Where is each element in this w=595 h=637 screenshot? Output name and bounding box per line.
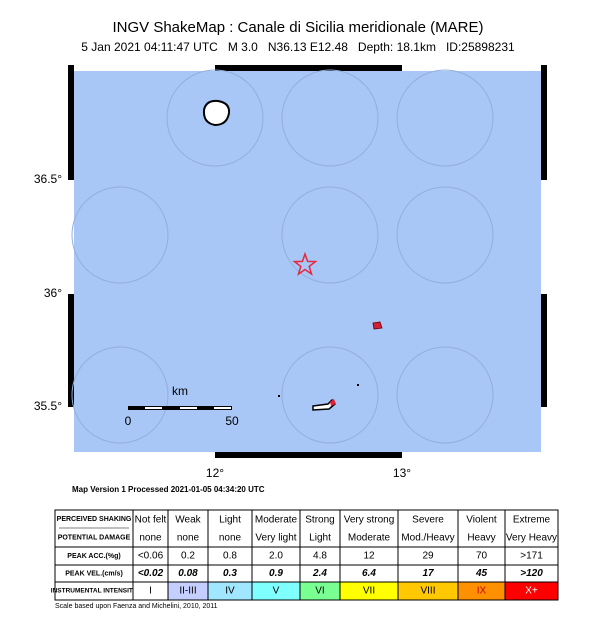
- axis-labels: 36.5° 36° 35.5° 12° 13°: [34, 172, 411, 480]
- cell-text: none: [177, 533, 200, 544]
- cell-text: 45: [475, 568, 488, 579]
- intensity-label: VII: [363, 586, 375, 597]
- intensity-label: II-III: [179, 586, 196, 597]
- table-cell: [504, 509, 559, 548]
- row-header: INSTRUMENTAL INTENSITY: [51, 588, 138, 595]
- lat-label: 35.5°: [34, 399, 62, 413]
- row-header: PEAK VEL.(cm/s): [65, 570, 123, 577]
- cell-text: 0.2: [181, 551, 195, 562]
- intensity-label: X+: [525, 586, 538, 597]
- cell-text: none: [139, 533, 162, 544]
- intensity-label: I: [149, 586, 152, 597]
- table-cell: [457, 509, 506, 548]
- cell-text: 12: [363, 551, 375, 562]
- lampione-island: [357, 384, 359, 386]
- subtitle: 5 Jan 2021 04:11:47 UTC M 3.0 N36.13 E12…: [81, 40, 515, 54]
- scale-segment: [180, 407, 197, 409]
- cell-text: 4.8: [313, 551, 327, 562]
- cell-text: Very strong: [344, 515, 395, 526]
- watermark: [71, 69, 494, 444]
- intensity-label: V: [273, 586, 280, 597]
- cell-text: Very Heavy: [506, 533, 557, 544]
- intensity-label: VIII: [420, 586, 435, 597]
- intensity-label: VI: [315, 586, 324, 597]
- lat-label: 36°: [44, 286, 62, 300]
- cell-text: 0.8: [223, 551, 237, 562]
- row-header: PERCEIVED SHAKING: [57, 516, 132, 523]
- intensity-table: PERCEIVED SHAKING POTENTIAL DAMAGE PEAK AC…: [51, 509, 559, 601]
- table-cell: [167, 509, 209, 548]
- scale-segment: [214, 407, 231, 409]
- intensity-patch: [372, 321, 383, 330]
- credit: Scale based upon Faenza and Michelini, 2…: [55, 603, 218, 610]
- cell-text: >171: [520, 551, 543, 562]
- cell-text: none: [219, 533, 242, 544]
- cell-text: 29: [422, 551, 434, 562]
- version-note: Map Version 1 Processed 2021-01-05 04:34…: [72, 485, 265, 494]
- lat-label: 36.5°: [34, 172, 62, 186]
- cell-text: Not felt: [135, 515, 167, 526]
- table-cell: [299, 509, 341, 548]
- cell-text: Weak: [175, 515, 201, 526]
- scale-unit: km: [172, 384, 188, 398]
- intensity-label: IV: [225, 586, 235, 597]
- cell-text: 6.4: [362, 568, 376, 579]
- lampedusa-intensity: [330, 399, 336, 406]
- cell-text: 70: [476, 551, 488, 562]
- cell-text: 2.0: [269, 551, 283, 562]
- lon-label: 12°: [206, 466, 224, 480]
- linosa-island: [202, 99, 231, 127]
- cell-text: Extreme: [513, 515, 551, 526]
- intensity-label: IX: [477, 586, 487, 597]
- scale-segment: [145, 407, 162, 409]
- cell-text: Mod./Heavy: [401, 533, 454, 544]
- lon-label: 13°: [393, 466, 411, 480]
- cell-text: Violent: [466, 515, 497, 526]
- cell-text: 2.4: [312, 568, 327, 579]
- row-header: PEAK ACC.(%g): [67, 553, 120, 560]
- cell-text: Light: [309, 533, 331, 544]
- frame-segments: [68, 65, 547, 458]
- cell-text: 0.9: [269, 568, 283, 579]
- cell-text: 0.3: [223, 568, 237, 579]
- scale-start: 0: [125, 414, 132, 428]
- title: INGV ShakeMap : Canale di Sicilia meridi…: [113, 19, 484, 36]
- cell-text: Moderate: [255, 515, 298, 526]
- cell-text: <0.06: [138, 551, 164, 562]
- table-cell: [504, 581, 559, 601]
- cell-text: Heavy: [467, 533, 495, 544]
- cell-text: >120: [520, 568, 543, 579]
- table-cell: [132, 509, 169, 548]
- cell-text: Severe: [412, 515, 444, 526]
- scale-end: 50: [225, 414, 239, 428]
- cell-text: Strong: [305, 515, 334, 526]
- row-header: POTENTIAL DAMAGE: [58, 534, 131, 541]
- cell-text: 17: [422, 568, 434, 579]
- cell-text: Moderate: [348, 533, 391, 544]
- cell-text: <0.02: [138, 568, 164, 579]
- islet: [278, 395, 280, 397]
- header-border: [54, 581, 134, 601]
- cell-text: 0.08: [178, 568, 198, 579]
- epicenter: [292, 251, 318, 276]
- cell-text: Very light: [255, 533, 296, 544]
- cell-text: Light: [219, 515, 241, 526]
